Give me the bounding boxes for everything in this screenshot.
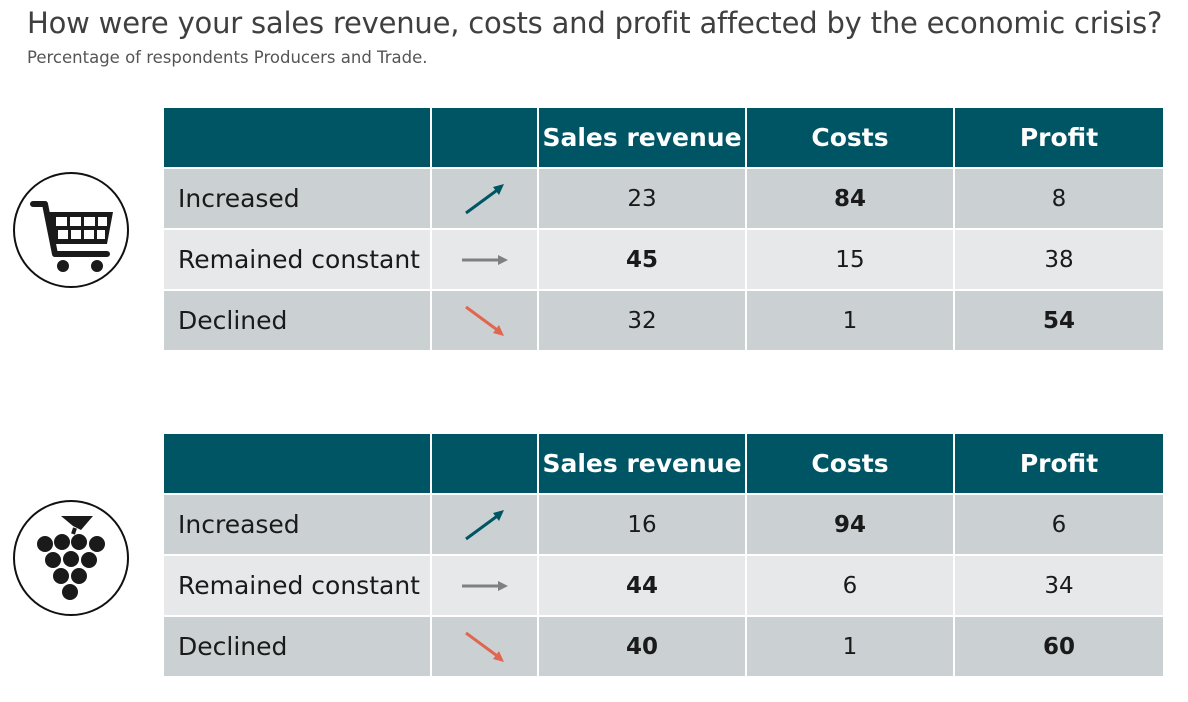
header-arrow-cell	[432, 434, 539, 495]
table-row: Remained constant 44 6 34	[164, 556, 1163, 617]
grapes-icon	[13, 500, 129, 616]
row-label: Increased	[164, 495, 432, 556]
results-table-trade: Sales revenue Costs Profit Increased 16 …	[164, 434, 1163, 678]
header-sales-revenue: Sales revenue	[539, 434, 747, 495]
row-label: Declined	[164, 617, 432, 678]
arrow-down-right-icon	[432, 291, 539, 352]
row-label: Remained constant	[164, 556, 432, 617]
arrow-down-right-icon	[432, 617, 539, 678]
arrow-up-right-icon	[432, 495, 539, 556]
costs-value: 15	[747, 230, 955, 291]
sales-revenue-value: 32	[539, 291, 747, 352]
costs-value: 84	[747, 169, 955, 230]
header-blank-cell	[164, 108, 432, 169]
arrow-up-right-icon	[432, 169, 539, 230]
header-blank-cell	[164, 434, 432, 495]
sales-revenue-value: 16	[539, 495, 747, 556]
costs-value: 1	[747, 617, 955, 678]
table-header-row: Sales revenue Costs Profit	[164, 434, 1163, 495]
header-profit: Profit	[955, 434, 1163, 495]
costs-value: 94	[747, 495, 955, 556]
sales-revenue-value: 40	[539, 617, 747, 678]
arrow-right-icon	[432, 230, 539, 291]
header-sales-revenue: Sales revenue	[539, 108, 747, 169]
costs-value: 1	[747, 291, 955, 352]
table-row: Increased 23 84 8	[164, 169, 1163, 230]
arrow-right-icon	[432, 556, 539, 617]
profit-value: 38	[955, 230, 1163, 291]
page-subtitle: Percentage of respondents Producers and …	[27, 48, 428, 67]
table-header-row: Sales revenue Costs Profit	[164, 108, 1163, 169]
table-row: Remained constant 45 15 38	[164, 230, 1163, 291]
row-label: Increased	[164, 169, 432, 230]
page-title: How were your sales revenue, costs and p…	[27, 6, 1163, 40]
sales-revenue-value: 23	[539, 169, 747, 230]
costs-value: 6	[747, 556, 955, 617]
table-row: Increased 16 94 6	[164, 495, 1163, 556]
profit-value: 60	[955, 617, 1163, 678]
sales-revenue-value: 45	[539, 230, 747, 291]
header-profit: Profit	[955, 108, 1163, 169]
header-costs: Costs	[747, 434, 955, 495]
sales-revenue-value: 44	[539, 556, 747, 617]
profit-value: 8	[955, 169, 1163, 230]
results-table-producers: Sales revenue Costs Profit Increased 23 …	[164, 108, 1163, 352]
header-arrow-cell	[432, 108, 539, 169]
profit-value: 6	[955, 495, 1163, 556]
row-label: Declined	[164, 291, 432, 352]
row-label: Remained constant	[164, 230, 432, 291]
profit-value: 34	[955, 556, 1163, 617]
header-costs: Costs	[747, 108, 955, 169]
shopping-cart-icon	[13, 172, 129, 288]
profit-value: 54	[955, 291, 1163, 352]
table-row: Declined 32 1 54	[164, 291, 1163, 352]
table-row: Declined 40 1 60	[164, 617, 1163, 678]
